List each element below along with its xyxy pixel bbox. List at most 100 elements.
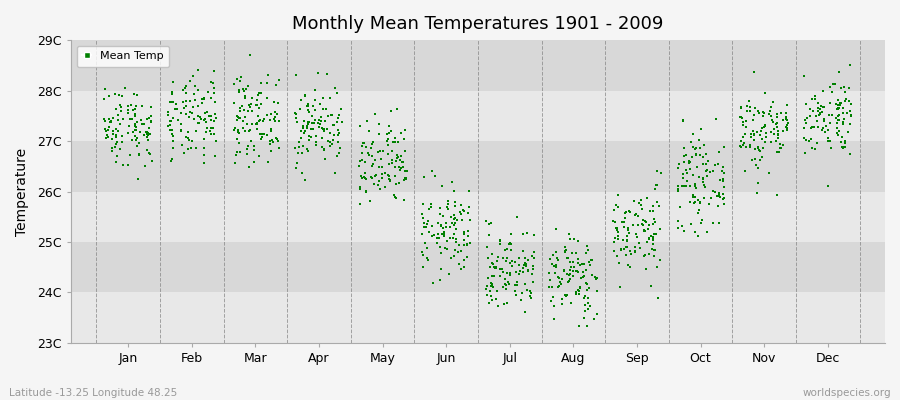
Point [815, 104, 830, 110]
Point [652, 203, 667, 209]
Point [558, 248, 572, 255]
Point [614, 246, 628, 252]
Point [762, 111, 777, 117]
Point [711, 203, 725, 210]
Point [638, 218, 652, 224]
Point [233, 78, 248, 84]
Point [611, 192, 625, 198]
Point [396, 164, 410, 170]
Point [765, 117, 779, 123]
Point [289, 72, 303, 78]
Point [696, 161, 710, 168]
Point [684, 220, 698, 227]
Point [758, 122, 772, 128]
Point [561, 279, 575, 286]
Point [245, 108, 259, 114]
Point [755, 154, 770, 160]
Point [334, 106, 348, 112]
Point [712, 149, 726, 156]
Point [380, 131, 394, 138]
Point [499, 282, 513, 288]
Point [292, 150, 306, 156]
Point [436, 213, 451, 220]
Point [716, 176, 730, 182]
Point [241, 143, 256, 150]
Point [355, 175, 369, 181]
Point [526, 279, 540, 285]
Point [501, 240, 516, 247]
Point [129, 102, 143, 109]
Point [457, 264, 472, 270]
Point [508, 292, 523, 299]
Point [314, 118, 328, 124]
Point [813, 110, 827, 117]
Point [607, 218, 621, 224]
Point [357, 170, 372, 176]
Point [831, 102, 845, 108]
Point [580, 322, 594, 329]
Point [438, 224, 453, 231]
Point [686, 130, 700, 137]
Point [734, 114, 748, 120]
Point [572, 256, 586, 262]
Point [693, 145, 707, 151]
Point [323, 143, 338, 150]
Point [562, 230, 576, 237]
Point [830, 120, 844, 126]
Point [421, 206, 436, 213]
Point [830, 106, 844, 112]
Point [193, 114, 207, 120]
Point [165, 91, 179, 97]
Point [417, 214, 431, 221]
Point [199, 118, 213, 125]
Point [457, 231, 472, 237]
Point [561, 255, 575, 261]
Point [191, 120, 205, 126]
Point [125, 129, 140, 135]
Point [711, 160, 725, 167]
Point [198, 110, 212, 116]
Point [97, 116, 112, 122]
Text: Latitude -13.25 Longitude 48.25: Latitude -13.25 Longitude 48.25 [9, 388, 177, 398]
Point [317, 146, 331, 152]
Point [202, 128, 217, 134]
Point [311, 117, 326, 123]
Point [248, 158, 262, 165]
Point [433, 276, 447, 283]
Point [825, 81, 840, 88]
Point [272, 144, 286, 151]
Point [503, 247, 517, 253]
Point [752, 108, 766, 114]
Point [753, 157, 768, 164]
Point [461, 233, 475, 240]
Point [377, 184, 392, 190]
Point [200, 108, 214, 115]
Point [250, 121, 265, 127]
Point [835, 133, 850, 140]
Point [271, 138, 285, 144]
Point [416, 264, 430, 270]
Point [640, 195, 654, 201]
Point [230, 149, 244, 156]
Point [433, 210, 447, 217]
Point [804, 136, 818, 143]
Point [628, 248, 643, 254]
Point [109, 126, 123, 132]
Point [372, 121, 386, 128]
Point [623, 248, 637, 254]
Point [362, 128, 376, 134]
Point [693, 198, 707, 205]
Point [390, 106, 404, 112]
Point [545, 283, 560, 290]
Point [204, 78, 219, 85]
Point [232, 115, 247, 122]
Point [698, 160, 713, 167]
Point [320, 126, 334, 132]
Point [690, 210, 705, 216]
Point [843, 121, 858, 127]
Point [575, 261, 590, 268]
Point [164, 158, 178, 164]
Point [479, 286, 493, 292]
Point [197, 145, 211, 151]
Point [354, 173, 368, 180]
